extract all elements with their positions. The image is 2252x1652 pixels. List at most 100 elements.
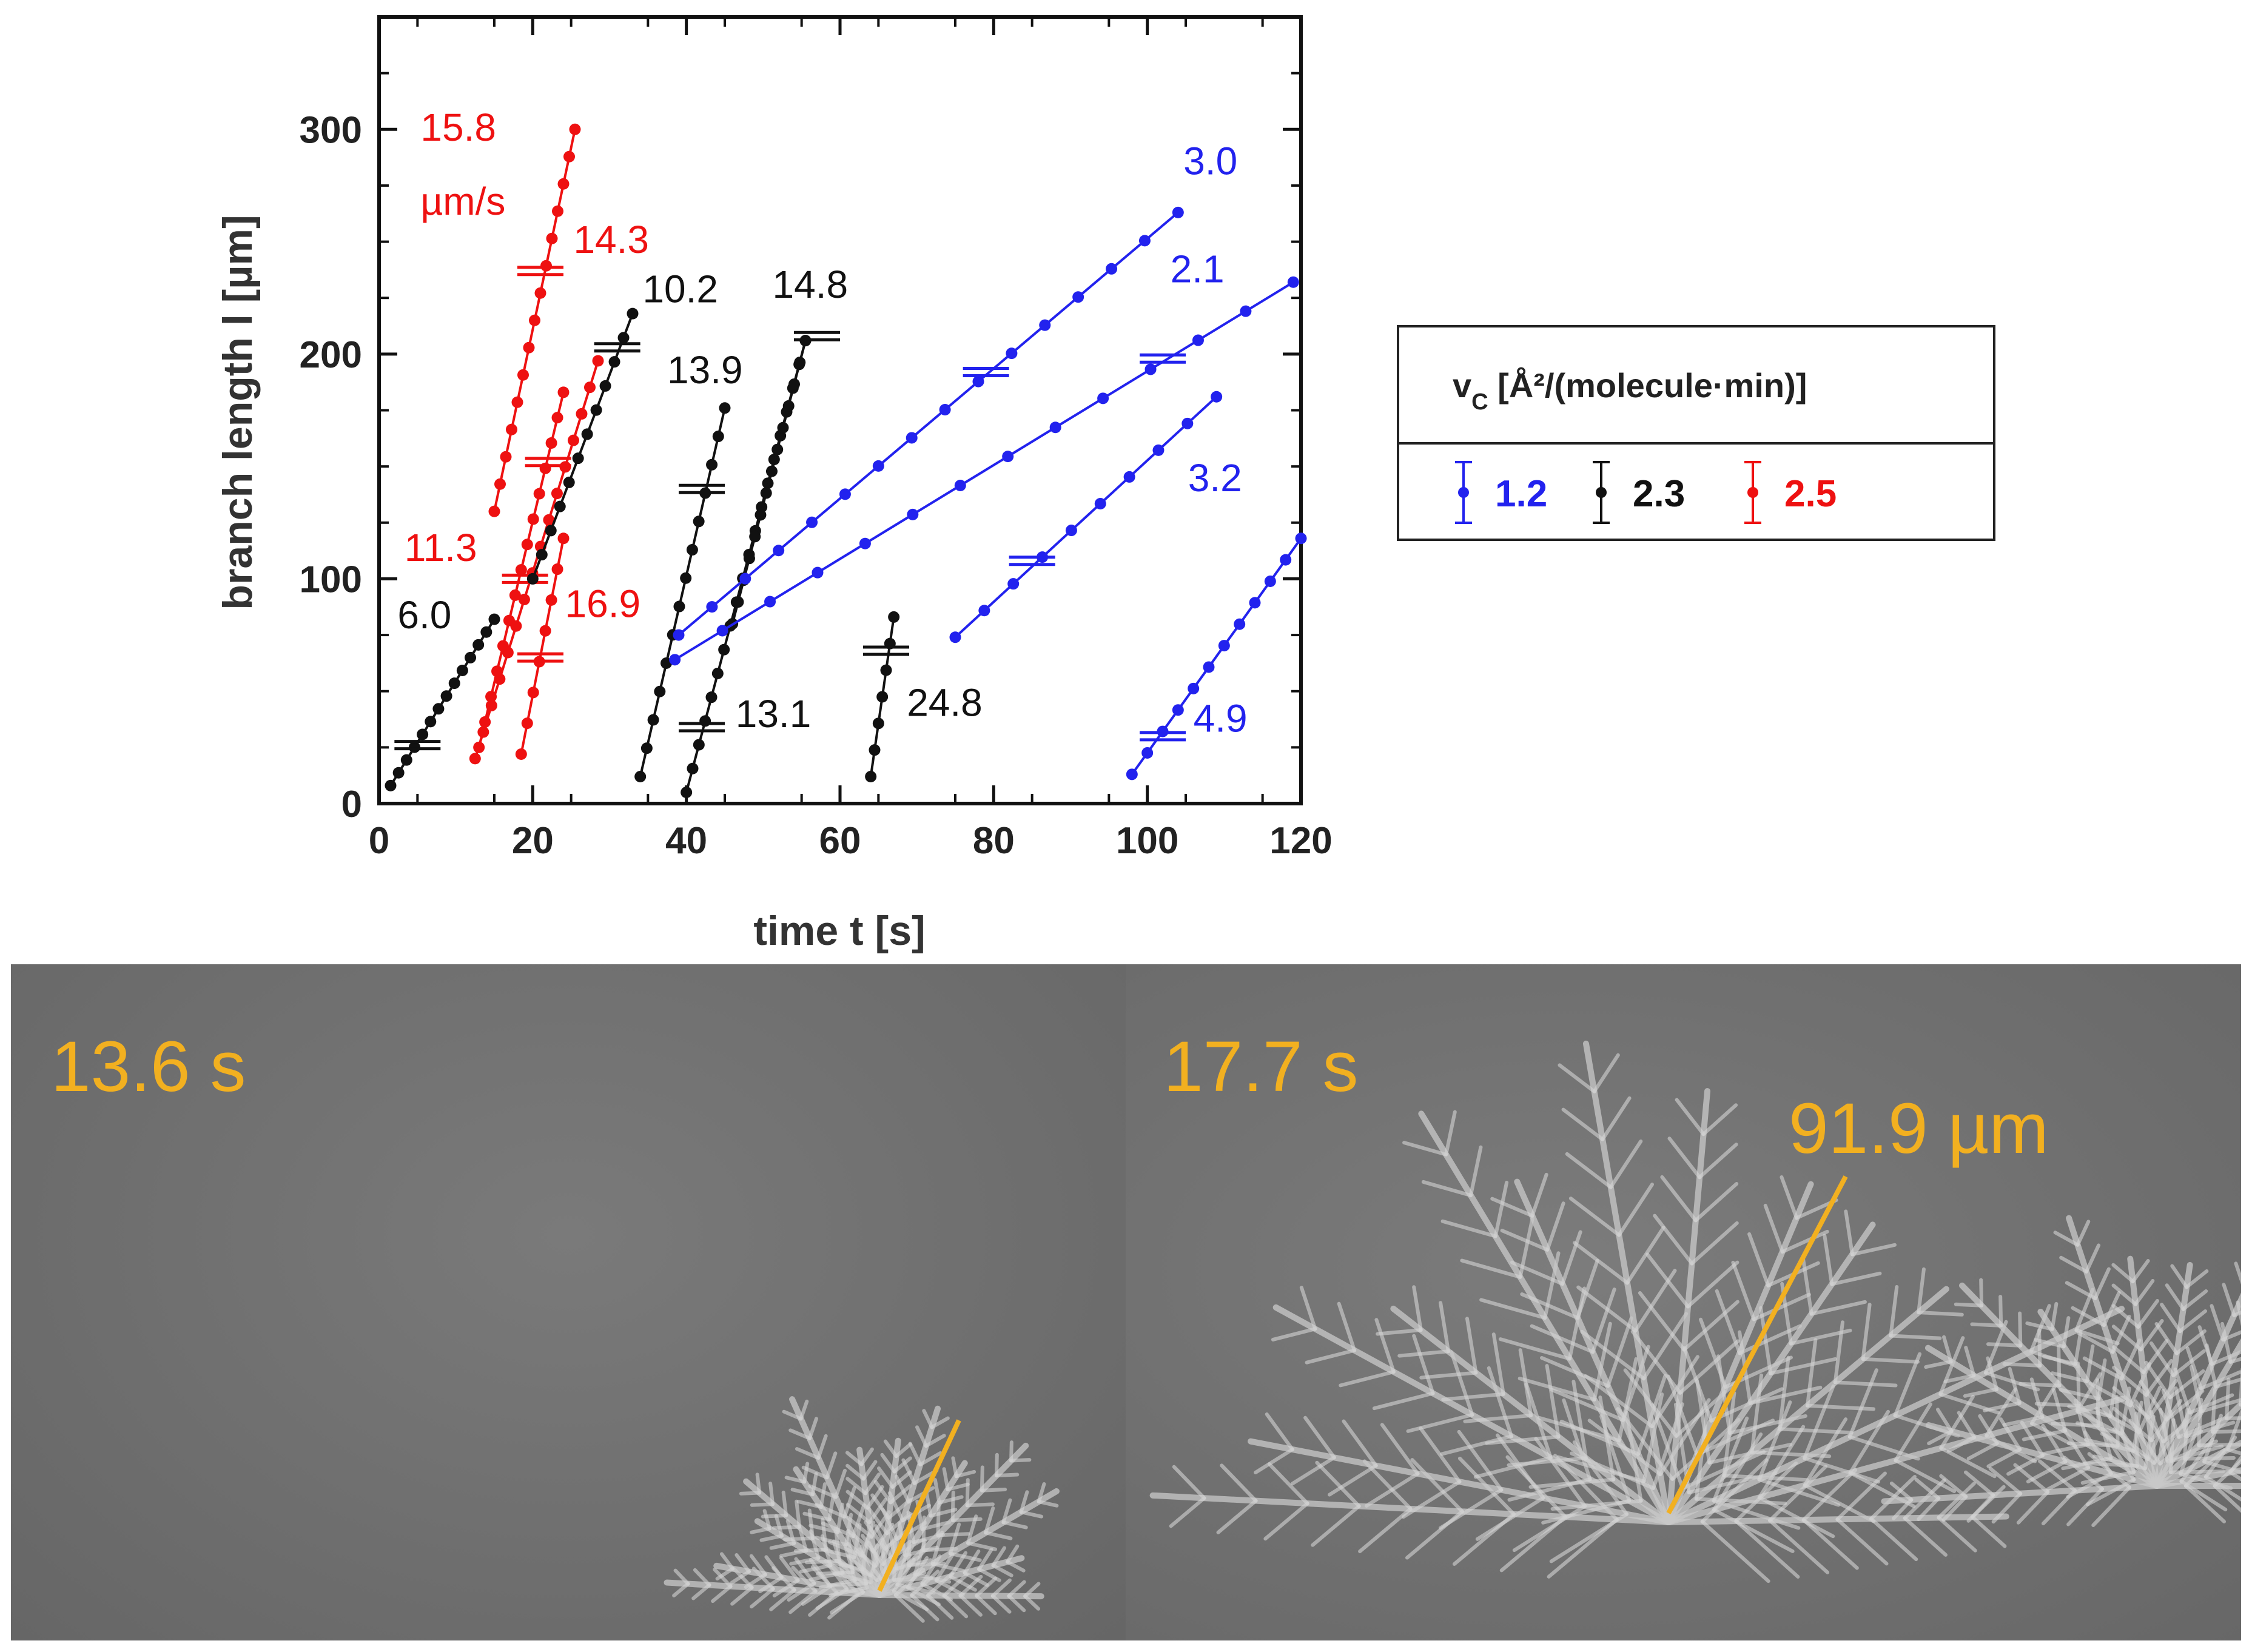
dendrite-side-branch (892, 1557, 916, 1593)
dendrite-side-branch (1917, 1496, 1941, 1521)
dendrite-side-branch (2159, 1408, 2174, 1463)
annotation-label: 14.3 (573, 218, 649, 261)
dendrite-side-branch (1172, 1465, 1206, 1500)
dendrite-side-branch (915, 1425, 928, 1448)
dendrite-side-branch (1412, 1285, 1423, 1332)
data-point (400, 754, 412, 766)
dendrite-side-branch (1734, 1519, 1800, 1579)
data-point (1192, 334, 1204, 346)
data-point (469, 753, 481, 765)
dendrite-side-branch (2071, 1306, 2106, 1328)
data-point (1211, 391, 1223, 403)
dendrite-side-branch (1518, 1376, 1596, 1402)
dendrite-side-branch (1660, 1175, 1698, 1223)
series-1.2 (1126, 532, 1307, 781)
annotation-label: 3.2 (1188, 456, 1242, 500)
dendrite-side-branch (1465, 1317, 1478, 1375)
dendrite-side-branch (890, 1470, 912, 1489)
data-point (705, 691, 718, 703)
dendrite-side-branch (1889, 1284, 1899, 1338)
data-point (693, 739, 705, 751)
dendrite-side-branch (1712, 1432, 1763, 1512)
data-point (732, 596, 744, 608)
dendrite-side-branch (795, 1499, 802, 1529)
data-point (706, 601, 718, 613)
dendrite-side-branch (1943, 1374, 1976, 1383)
dendrite-side-branch (1833, 1380, 1898, 1388)
data-point (686, 544, 698, 556)
dendrite-side-branch (1642, 1312, 1689, 1381)
data-point (473, 741, 485, 753)
dendrite-side-branch (920, 1520, 952, 1531)
dendrite-side-branch (1769, 1357, 1837, 1375)
dendrite-side-branch (1491, 1332, 1505, 1396)
dendrite-side-branch (1803, 1384, 1835, 1460)
dendrite-side-branch (1966, 1493, 1995, 1523)
dendrite-side-branch (2128, 1419, 2162, 1466)
dendrite-side-branch (1942, 1335, 1953, 1364)
dendrite-side-branch (1337, 1301, 1357, 1352)
dendrite-side-branch (920, 1554, 942, 1586)
micrograph-right: 17.7 s 91.9 µm (1126, 964, 2241, 1640)
dendrite-side-branch (1023, 1594, 1041, 1611)
data-point (869, 744, 881, 756)
dendrite-side-branch (2112, 1345, 2146, 1374)
dendrite-side-branch (719, 1552, 735, 1571)
dendrite-side-branch (1894, 1402, 1932, 1463)
data-point (627, 307, 639, 320)
dendrite-side-branch (910, 1570, 940, 1597)
dendrite-side-branch (1645, 1252, 1690, 1309)
series-line (954, 395, 1218, 639)
dendrite-side-branch (2170, 1264, 2189, 1289)
x-tick-label: 60 (819, 820, 861, 862)
plot-border (377, 15, 1303, 805)
data-point (673, 629, 685, 641)
dendrite-side-branch (2041, 1423, 2068, 1464)
data-point (569, 123, 581, 135)
data-point (527, 513, 539, 525)
data-point (572, 452, 584, 465)
dendrite-side-branch (749, 1554, 767, 1577)
dendrite-side-branch (1005, 1560, 1026, 1573)
dendrite-side-branch (1530, 1172, 1548, 1218)
dendrite-side-branch (2236, 1300, 2241, 1327)
dendrite-side-branch (1983, 1401, 2022, 1412)
dendrite-side-branch (2228, 1357, 2241, 1364)
data-point (1126, 768, 1138, 781)
dendrite-side-branch (1847, 1368, 1878, 1439)
dendrite-side-branch (1565, 1152, 1613, 1189)
dendrite-side-branch (881, 1508, 899, 1541)
dendrite-side-branch (2161, 1388, 2181, 1439)
dendrite-side-branch (1861, 1303, 1872, 1361)
dendrite-branches-left (664, 1396, 1060, 1623)
dendrite-side-branch (1402, 1141, 1448, 1157)
x-tick-label: 100 (1116, 820, 1178, 862)
dendrite-side-branch (933, 1478, 941, 1505)
dendrite-side-branch (1623, 1368, 1678, 1438)
dendrite-side-branch (2203, 1475, 2241, 1502)
dendrite-side-branch (2111, 1263, 2135, 1284)
data-point (647, 714, 659, 726)
x-tick-label: 0 (369, 820, 389, 862)
dendrite-side-branch (1803, 1483, 1875, 1523)
dendrite-side-branch (2210, 1304, 2225, 1341)
dendrite-side-branch (895, 1546, 910, 1587)
data-point (539, 625, 551, 637)
dendrite-side-branch (1545, 1201, 1565, 1252)
dendrite-side-branch (2183, 1448, 2227, 1488)
dendrite-side-branch (1440, 1434, 1514, 1456)
dendrite-side-branch (1988, 1466, 2023, 1496)
data-point (1106, 263, 1118, 275)
dendrite-side-branch (894, 1442, 912, 1459)
data-point (1280, 554, 1292, 566)
dendrite-side-branch (1848, 1409, 1891, 1475)
y-tick-label: 0 (341, 784, 362, 825)
dendrite-side-branch (1850, 1243, 1897, 1257)
dendrite-branches-right (1149, 1040, 2241, 1583)
dendrite-side-branch (2239, 1403, 2241, 1407)
data-point (385, 779, 397, 791)
dendrite-side-branch (2188, 1393, 2234, 1415)
dendrite-side-branch (2093, 1267, 2111, 1301)
data-point (557, 532, 570, 545)
data-point (1240, 305, 1252, 317)
